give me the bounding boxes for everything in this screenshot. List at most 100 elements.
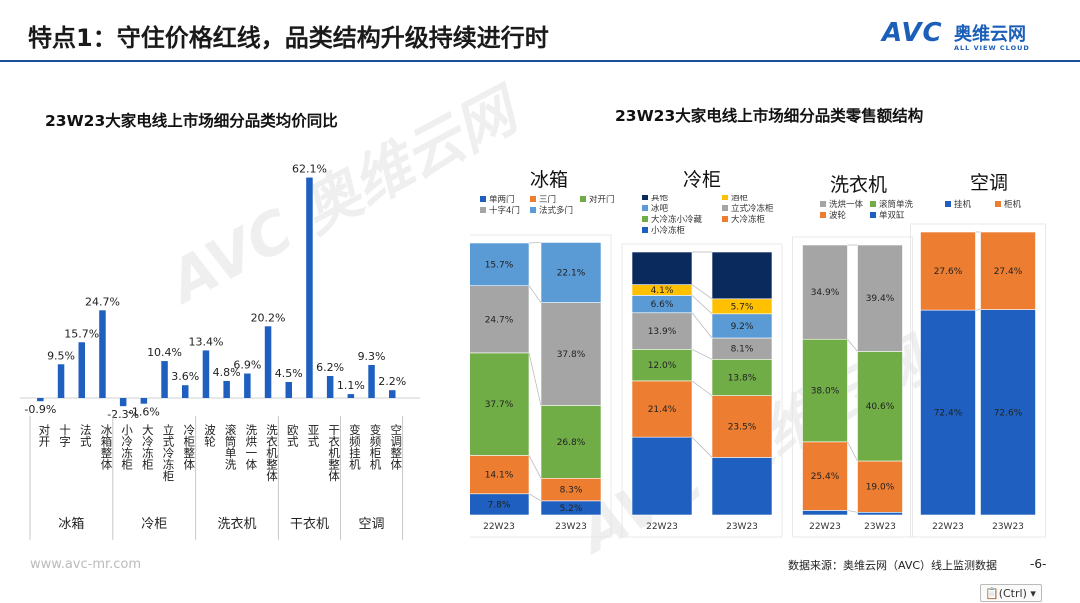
connector-line bbox=[528, 455, 542, 479]
page-number: -6- bbox=[1030, 557, 1047, 571]
group-label-2: 洗衣机 bbox=[217, 516, 256, 532]
legend-swatch-1-4 bbox=[642, 205, 648, 211]
data-label-14: 6.2% bbox=[316, 361, 344, 374]
bar-11 bbox=[264, 326, 272, 398]
segment-1-1-4 bbox=[711, 313, 773, 339]
connector-line bbox=[975, 309, 981, 311]
segment-3-0-0 bbox=[920, 309, 976, 516]
segment-0-0-2 bbox=[470, 352, 530, 456]
legend-label-1-6: 其他 bbox=[651, 195, 669, 203]
panel-title-washer: 洗衣机 bbox=[830, 174, 888, 196]
data-label-9: 4.8% bbox=[213, 366, 241, 379]
tick-label-7: 冷柜整体 bbox=[182, 424, 196, 470]
paste-options-button[interactable]: 📋(Ctrl) ▾ bbox=[980, 584, 1042, 602]
segment-1-1-1 bbox=[711, 395, 773, 458]
panel-frame bbox=[910, 223, 1046, 538]
data-label-13: 62.1% bbox=[292, 163, 327, 176]
segment-label-1-0-3: 13.9% bbox=[648, 327, 677, 337]
connector-line bbox=[691, 380, 713, 396]
segment-label-2-0-2: 38.0% bbox=[811, 387, 840, 397]
data-label-7: 3.6% bbox=[171, 370, 199, 383]
segment-2-1-2 bbox=[857, 351, 903, 462]
group-label-1: 冷柜 bbox=[141, 517, 167, 532]
tick-label-10: 洗烘一体 bbox=[244, 424, 258, 470]
chevron-down-icon: ▾ bbox=[1026, 587, 1036, 600]
group-label-4: 空调 bbox=[359, 517, 385, 532]
category-label-3-0: 22W23 bbox=[932, 522, 964, 532]
legend-swatch-1-1 bbox=[722, 216, 728, 222]
segment-label-1-0-5: 4.1% bbox=[651, 286, 674, 296]
bar-13 bbox=[306, 177, 313, 398]
connector-line bbox=[691, 436, 713, 458]
data-label-6: 10.4% bbox=[147, 346, 182, 359]
tick-label-1: 十字 bbox=[58, 423, 72, 447]
segment-label-1-1-4: 9.2% bbox=[731, 322, 754, 332]
segment-1-0-6 bbox=[631, 251, 693, 285]
bar-6 bbox=[161, 361, 168, 398]
legend-label-1-1: 大冷冻柜 bbox=[731, 214, 766, 225]
bar-17 bbox=[389, 390, 396, 398]
legend-label-0-0: 单两门 bbox=[489, 195, 515, 205]
panel-title-ac: 空调 bbox=[970, 172, 1009, 194]
segment-label-1-1-3: 8.1% bbox=[731, 345, 754, 355]
legend-label-1-2: 大冷冻小冷藏 bbox=[651, 214, 703, 225]
data-source-note: 数据来源：奥维云网（AVC）线上监测数据 bbox=[788, 559, 998, 572]
category-label-1-0: 22W23 bbox=[646, 522, 678, 532]
segment-label-2-1-3: 39.4% bbox=[866, 294, 895, 304]
tick-label-5: 大冷冻柜 bbox=[141, 423, 155, 471]
segment-label-0-1-2: 26.8% bbox=[557, 438, 586, 448]
segment-1-1-2 bbox=[711, 359, 773, 396]
connector-line bbox=[691, 284, 713, 300]
avg-price-yoy-chart: -0.9% 对开 9.5% 十字 15.7% 法式 24.7% 冰箱整体 -2.3% 小冷冻柜 -1… bbox=[20, 163, 420, 540]
segment-label-2-0-3: 34.9% bbox=[811, 288, 840, 298]
segment-2-1-3 bbox=[857, 244, 903, 352]
connector-line bbox=[847, 441, 858, 462]
segment-label-0-0-4: 15.7% bbox=[485, 260, 514, 270]
legend-swatch-2-0 bbox=[870, 212, 876, 218]
segment-1-0-1 bbox=[631, 380, 693, 438]
connector-line bbox=[528, 352, 542, 406]
ctrl-label: (Ctrl) bbox=[998, 587, 1027, 600]
group-label-0: 冰箱 bbox=[58, 516, 84, 532]
segment-0-0-4 bbox=[470, 242, 530, 287]
segment-label-1-0-2: 12.0% bbox=[648, 361, 677, 371]
tick-label-11: 洗衣机整体 bbox=[265, 424, 279, 482]
category-label-0-0: 22W23 bbox=[483, 522, 515, 532]
segment-2-0-2 bbox=[802, 338, 848, 443]
connector-line bbox=[528, 285, 542, 303]
logo-cn-text: 奥维云网 bbox=[954, 24, 1026, 45]
category-label-2-1: 23W23 bbox=[864, 522, 896, 532]
segment-label-1-1-1: 23.5% bbox=[728, 423, 757, 433]
legend-label-2-2: 滚筒单洗 bbox=[879, 199, 914, 210]
data-label-4: -2.3% bbox=[107, 408, 139, 421]
segment-label-0-1-0: 5.2% bbox=[560, 504, 583, 514]
segment-label-0-1-4: 22.1% bbox=[557, 269, 586, 279]
segment-0-1-4 bbox=[540, 242, 602, 303]
clipboard-icon: 📋 bbox=[985, 587, 999, 600]
legend-label-0-1: 三门 bbox=[539, 195, 556, 205]
connector-line bbox=[691, 295, 713, 315]
legend-swatch-1-5 bbox=[722, 195, 728, 200]
segment-label-2-1-1: 19.0% bbox=[866, 483, 895, 493]
bar-7 bbox=[182, 385, 189, 398]
left-chart-title: 23W23大家电线上市场细分品类均价同比 bbox=[45, 112, 338, 130]
segment-3-1-0 bbox=[980, 309, 1036, 516]
panel-title-freezer: 冷柜 bbox=[683, 169, 722, 191]
segment-label-0-0-1: 14.1% bbox=[485, 471, 514, 481]
tick-label-13: 亚式 bbox=[306, 424, 320, 447]
tick-label-2: 法式 bbox=[79, 423, 93, 447]
legend-swatch-0-0 bbox=[480, 196, 486, 202]
segment-label-3-0-0: 72.4% bbox=[934, 409, 963, 419]
legend-label-1-3: 立式冷冻柜 bbox=[731, 203, 774, 214]
connector-line bbox=[691, 312, 713, 339]
segment-1-1-6 bbox=[711, 251, 773, 300]
tick-label-3: 冰箱整体 bbox=[99, 424, 113, 470]
legend-swatch-1-2 bbox=[642, 216, 648, 222]
segment-1-1-0 bbox=[711, 457, 773, 516]
tick-label-8: 波轮 bbox=[203, 424, 217, 448]
legend-swatch-1-3 bbox=[722, 205, 728, 211]
connector-line bbox=[528, 242, 542, 244]
title-divider bbox=[0, 60, 1080, 62]
legend-swatch-3-0 bbox=[945, 201, 951, 207]
legend-swatch-0-1 bbox=[530, 196, 536, 202]
